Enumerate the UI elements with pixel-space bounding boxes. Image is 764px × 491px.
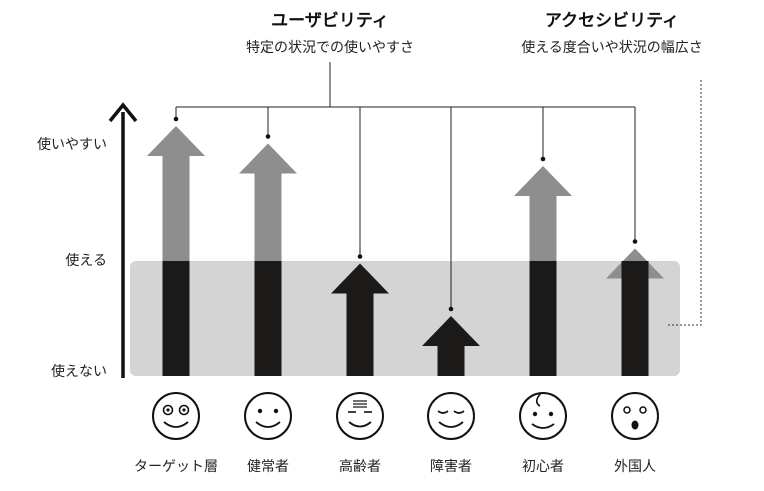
arrow-shaft-gray <box>254 173 282 261</box>
arrow-layer <box>147 126 664 376</box>
connector-dot <box>632 239 638 244</box>
arrow-shaft-dark <box>437 345 465 376</box>
level-label-usable: 使える <box>65 252 107 269</box>
face-layer <box>152 392 659 440</box>
accessibility-dotted-connector <box>668 80 702 326</box>
arrow-head-dark <box>422 316 480 346</box>
connector-dot <box>173 116 179 122</box>
arrow-shaft-gray <box>162 155 190 261</box>
level-label-unusable: 使えない <box>51 363 107 380</box>
usability-arrow <box>147 126 205 376</box>
arrow-head-gray <box>239 143 297 174</box>
group-label-layer: ターゲット層 健常者 高齢者 障害者 初心者 外国人 <box>134 458 656 475</box>
usability-arrow <box>514 166 572 376</box>
arrow-shaft-dark <box>529 261 557 376</box>
usability-arrow <box>239 143 297 376</box>
glasses-face-icon <box>152 392 200 440</box>
usable-band <box>130 261 680 376</box>
accessibility-subtitle: 使える度合いや状況の幅広さ <box>521 39 703 56</box>
usability-arrow <box>606 248 664 376</box>
level-label-easy: 使いやすい <box>37 136 107 153</box>
arrow-shaft-dark <box>621 261 649 376</box>
group-label: 初心者 <box>522 458 564 475</box>
arrow-shaft-dark <box>162 261 190 376</box>
group-label: 健常者 <box>247 459 289 475</box>
group-label: 障害者 <box>430 459 472 475</box>
curl-face-icon <box>519 392 567 440</box>
usability-title: ユーザビリティ <box>271 11 389 31</box>
connector-dot <box>540 156 546 162</box>
usability-arrow <box>331 263 389 376</box>
group-label: 外国人 <box>614 459 656 475</box>
surprised-face-icon <box>611 392 659 440</box>
arrow-shaft-gray <box>529 195 557 261</box>
accessibility-title: アクセシビリティ <box>545 11 679 31</box>
arrow-head-dark <box>331 263 389 294</box>
arrow-shaft-dark <box>254 261 282 376</box>
usability-arrow <box>422 316 480 376</box>
group-label: 高齢者 <box>339 458 381 475</box>
connector-dot <box>265 134 271 139</box>
arrow-head-gray <box>514 166 572 196</box>
connector-dot <box>448 306 454 312</box>
usability-subtitle: 特定の状況での使いやすさ <box>246 39 414 56</box>
connector-dot <box>357 254 363 259</box>
arrow-head-gray <box>147 126 205 156</box>
closed-eyes-face-icon <box>427 392 475 440</box>
group-label: ターゲット層 <box>134 459 218 475</box>
smile-face-icon <box>244 392 292 440</box>
elderly-face-icon <box>336 392 384 440</box>
arrow-shaft-dark <box>346 293 374 376</box>
level-axis-arrowhead <box>108 102 138 123</box>
connector-layer <box>173 62 702 326</box>
